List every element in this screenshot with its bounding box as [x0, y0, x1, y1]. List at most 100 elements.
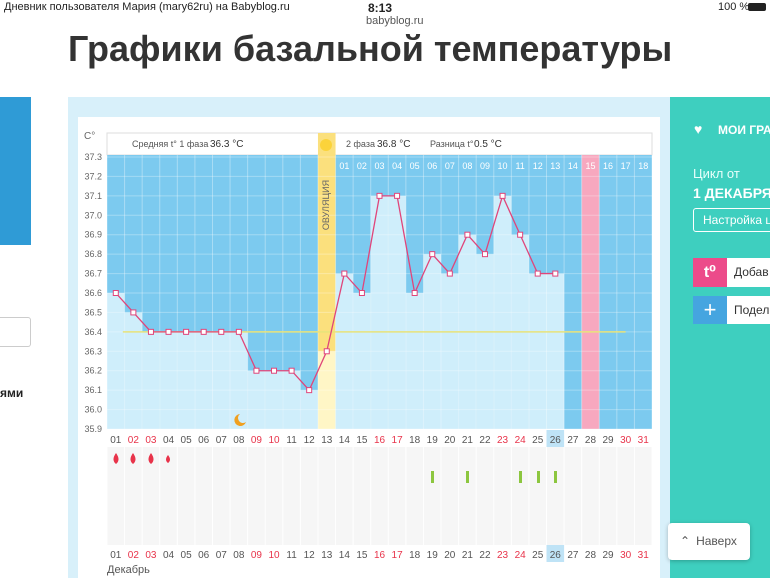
temp-bar [353, 293, 371, 429]
x-tick-label: 20 [444, 550, 456, 561]
temp-bar [493, 195, 512, 429]
temp-point [253, 367, 260, 374]
x-tick-label: 29 [602, 550, 614, 561]
x-tick-label: 01 [110, 550, 122, 561]
y-tick-label: 36.9 [84, 230, 102, 240]
phase2-day: 02 [357, 161, 367, 171]
y-tick-label: 37.3 [84, 152, 102, 162]
x-tick-label: 23 [497, 435, 509, 446]
y-tick-label: 36.8 [84, 249, 102, 259]
month-label: Декабрь [107, 564, 150, 576]
y-tick-label: 36.6 [84, 288, 102, 298]
x-tick-label: 30 [620, 435, 632, 446]
x-tick-label: 20 [444, 435, 456, 446]
x-tick-label: 10 [268, 435, 280, 446]
x-tick-label: 04 [163, 550, 175, 561]
x-tick-label: 11 [286, 435, 297, 446]
diff-value: 0.5 °C [474, 139, 502, 150]
up-button[interactable]: ⌃ Наверх [668, 523, 750, 560]
x-tick-label: 17 [392, 435, 404, 446]
temp-point [394, 192, 401, 199]
x-tick-label: 08 [233, 435, 245, 446]
temp-point [429, 251, 436, 258]
x-tick-label: 24 [515, 435, 527, 446]
temp-bar [300, 390, 318, 429]
temp-bar [405, 293, 424, 429]
y-tick-label: 36.0 [84, 405, 102, 415]
phase2-day: 12 [533, 161, 543, 171]
temp-point [130, 309, 137, 316]
temp-bar [370, 195, 389, 429]
sidebar-heading[interactable]: МОИ ГРАФ [718, 123, 770, 137]
x-tick-label: 11 [286, 550, 297, 561]
phase2-value: 36.8 °C [377, 139, 410, 150]
temp-point [534, 270, 541, 277]
marks [431, 471, 557, 483]
x-tick-label: 13 [321, 435, 333, 446]
phase1-label: Средняя t° 1 фаза [132, 139, 208, 149]
x-tick-label: 28 [585, 435, 597, 446]
x-tick-label: 22 [479, 435, 491, 446]
y-tick-label: 37.2 [84, 171, 102, 181]
phase2-day: 04 [392, 161, 402, 171]
highlight-column [581, 155, 600, 429]
x-tick-label: 04 [163, 435, 175, 446]
x-tick-label: 25 [532, 435, 544, 446]
mark [431, 471, 434, 483]
phase2-day: 08 [462, 161, 472, 171]
y-tick-label: 36.3 [84, 346, 102, 356]
x-tick-label: 16 [374, 435, 386, 446]
share-icon[interactable]: + [693, 296, 727, 324]
x-tick-label: 06 [198, 435, 210, 446]
y-tick-label: 36.5 [84, 307, 102, 317]
x-tick-label: 05 [181, 435, 193, 446]
x-tick-label: 21 [462, 435, 474, 446]
temp-point [341, 270, 348, 277]
temp-point [481, 251, 488, 258]
x-tick-label: 31 [638, 435, 650, 446]
left-input[interactable] [0, 317, 31, 347]
x-tick-label: 08 [233, 550, 245, 561]
phase2-day: 11 [515, 161, 524, 171]
mark [519, 471, 522, 483]
temp-point [358, 290, 365, 296]
phase2-day: 10 [498, 161, 508, 171]
temp-bar [142, 331, 160, 429]
temp-bar [230, 331, 248, 429]
icon-area [107, 447, 652, 545]
x-tick-label: 27 [567, 550, 579, 561]
y-tick-label: 36.7 [84, 269, 102, 279]
x-tick-label: 07 [216, 550, 228, 561]
up-button-label: Наверх [696, 534, 737, 548]
temp-bar [335, 273, 354, 429]
temp-point [306, 387, 313, 394]
diff-label: Разница t° [430, 139, 474, 149]
temp-point [517, 231, 524, 238]
ovulation-label: ОВУЛЯЦИЯ [321, 180, 331, 230]
x-tick-label: 05 [181, 550, 193, 561]
cycle-date: 1 ДЕКАБРЯ [693, 185, 770, 201]
x-tick-label: 14 [339, 435, 351, 446]
share-button[interactable]: Подел [727, 296, 770, 324]
drop [113, 453, 119, 464]
x-tick-label: 31 [638, 550, 650, 561]
phase2-day: 06 [427, 161, 437, 171]
battery-icon [748, 3, 766, 11]
temp-point [165, 328, 172, 335]
x-tick-label: 30 [620, 550, 632, 561]
temp-point [411, 290, 418, 296]
settings-button[interactable]: Настройка ц [693, 208, 770, 232]
drop [148, 453, 154, 464]
sidebar [670, 97, 770, 578]
add-button[interactable]: Добав [727, 258, 770, 287]
temp-bar [441, 273, 459, 429]
clock: 8:13 [368, 1, 393, 15]
y-tick-label: 35.9 [84, 424, 102, 434]
add-icon[interactable]: t⁰ [693, 258, 727, 287]
temp-point [271, 367, 278, 374]
left-link[interactable]: ями [0, 386, 24, 400]
phase2-day: 07 [445, 161, 455, 171]
x-tick-label: 19 [427, 550, 439, 561]
phase2-day: 13 [550, 161, 560, 171]
